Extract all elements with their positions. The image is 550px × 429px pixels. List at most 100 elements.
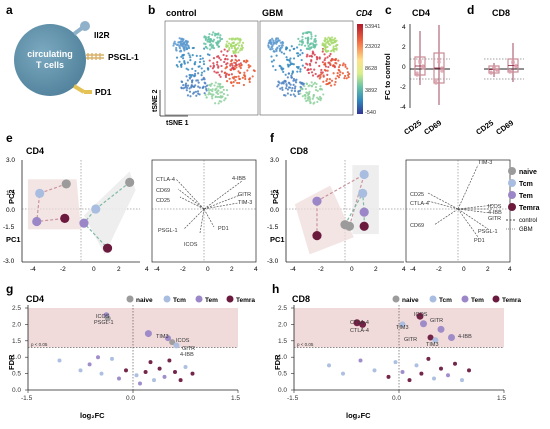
f-ytick: -3.0 [267,258,279,265]
tsne-event [180,37,184,40]
tsne-event [226,62,229,65]
tsne-event [281,88,284,91]
tsne-event [331,39,334,42]
legend-naive-dot [508,167,516,175]
tsne-event [248,80,251,84]
tsne-event [186,61,189,64]
loading-vector [175,178,205,210]
tsne-event [324,38,327,42]
f-ytick: -1.5 [267,224,279,231]
d-xtick-cd69: CD69 [494,118,515,136]
tsne-event [233,67,236,71]
tsne-gbm-plot [267,31,351,105]
panel-c: c CD4 FC to control 4 2 0 -2 -4 CD25 CD6… [383,3,450,137]
tsne-event [310,46,313,49]
tsne-event [310,84,314,88]
panel-f-letter: f [270,131,275,145]
colorbar-tick: 3892 [365,88,377,94]
tsne-event [332,58,335,61]
tsne-event [216,33,220,36]
e-ytick: 3.0 [6,157,15,164]
tsne-event [312,51,315,54]
pca-trajectory [83,181,131,249]
loading-label: CD69 [156,188,170,194]
tsne-event [222,92,226,96]
loading-label: PD1 [218,226,229,232]
tsne-event [222,88,225,91]
tsne-event [329,52,332,56]
tsne-event [322,93,325,96]
tsne-event [208,37,211,41]
tsne-event [326,45,329,49]
tsne-event [198,93,201,96]
tsne-event [230,55,234,58]
tsne-event [210,95,214,98]
tsne-event [214,88,217,91]
tsne-event [219,34,222,37]
c-ytick: 0 [402,64,406,71]
tsne-event [328,39,331,42]
tsne-event [220,100,223,103]
tsne-event [306,63,309,66]
g-xtick: -1.5 [21,395,33,402]
cd8-boxplot [484,43,524,82]
tsne-event [223,99,226,102]
tsne-event [219,85,222,88]
tsne-event [178,50,182,53]
tsne-event [230,60,233,63]
tsne-event [325,79,328,82]
tsne-event [249,65,252,68]
tsne-event [337,76,341,79]
tsne-event [314,61,318,64]
tsne-event [346,71,349,74]
tsne-event [315,82,318,86]
tsne-event [275,54,278,57]
pca-point-temra [102,243,113,253]
g-point-label: ICOS [176,338,190,344]
tsne-event [286,92,289,95]
tsne-event [213,70,216,73]
tsne-event [209,65,212,68]
tsne-event [275,41,279,44]
il2r-receptor-icon [72,21,90,36]
tsne-event [344,65,347,68]
tsne-event [197,85,200,88]
tsne-event [220,91,224,94]
tsne-event [182,41,186,44]
tsne-event [182,84,185,87]
c-ytick: -2 [400,84,406,91]
tsne-event [212,31,215,34]
tsne-event [208,33,211,36]
volcano-point [104,315,111,322]
panel-e-title: CD4 [26,146,44,156]
tsne-event [294,95,297,98]
tsne-event [287,72,290,75]
tsne-event [289,83,292,86]
tsne-event [316,100,319,103]
tsne-event [288,86,292,89]
f-ytick: 1.5 [270,190,279,197]
tsne-event [207,87,210,90]
tsne-event [248,78,251,81]
tsne-event [187,46,191,50]
tsne-event [310,71,314,74]
volcano-point [327,363,331,368]
tsne-event [284,87,288,90]
box-point [415,71,419,75]
volcano-point [467,368,471,373]
pca-point-tem [32,216,42,227]
tsne-event [246,69,249,72]
panel-c-title: CD4 [412,8,430,18]
g-xtick: 0.0 [126,395,135,402]
tsne-event [312,93,315,97]
tsne-event [281,42,284,45]
h-threshold-label: p < 0.05 [297,342,314,347]
loading-label: GITR [488,216,501,222]
tsne-event [270,55,273,58]
tsne-event [209,84,212,88]
tsne-event [211,67,215,70]
h-legend-tem: Tem [471,297,484,304]
volcano-point [439,366,443,371]
tsne-event [322,48,325,51]
tsne-event [323,68,326,72]
